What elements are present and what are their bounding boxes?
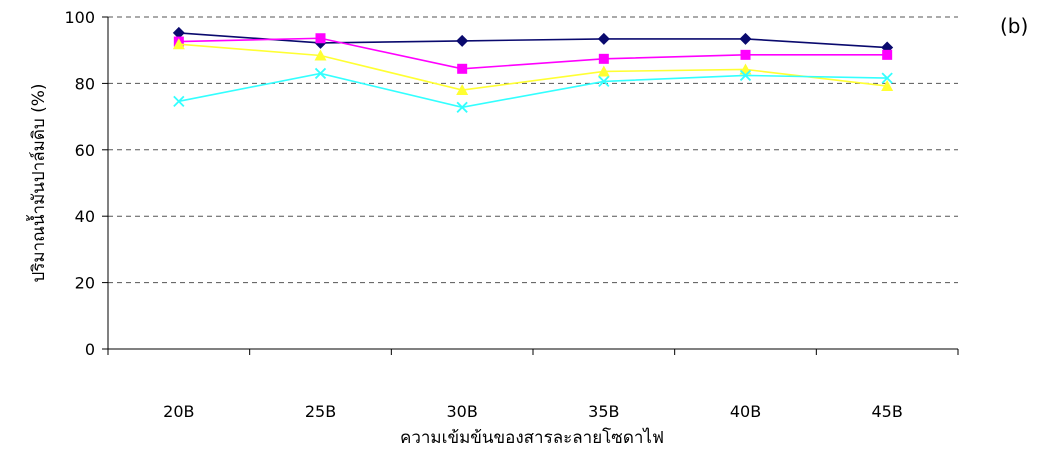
x-tick-labels: 20B 25B 30B 35B 40B 45B: [163, 402, 903, 421]
series-3-point-35B: [597, 65, 610, 77]
series-3: [172, 38, 894, 96]
series-4-point-45B: [881, 72, 893, 84]
series-3-point-20B: [172, 38, 185, 50]
panel-label: (b): [1000, 14, 1028, 38]
x-tick-label-30B: 30B: [446, 402, 477, 421]
x-axis-title: ความเข้มข้นของสารละลายโซดาไฟ: [400, 427, 664, 448]
gridlines: [108, 16, 958, 284]
series-2-point-35B: [598, 53, 609, 64]
x-tick-label-20B: 20B: [163, 402, 194, 421]
series-3-point-45B: [881, 80, 894, 92]
series-1: [172, 26, 894, 54]
y-axis-title: ปริมาณน้ำมันปาล์มดิบ (%): [26, 83, 49, 282]
series-2-point-40B: [740, 49, 751, 60]
series-4-point-40B: [739, 69, 752, 82]
y-tick-label-80: 80: [75, 74, 95, 93]
series-2-point-45B: [882, 49, 893, 60]
series-1-point-40B: [739, 32, 752, 45]
x-tick-label-40B: 40B: [730, 402, 761, 421]
y-tick-label-20: 20: [75, 274, 95, 293]
series-3-point-30B: [456, 84, 469, 96]
series-1-point-35B: [597, 32, 610, 45]
series-4: [173, 67, 893, 113]
series-2-point-25B: [315, 33, 326, 44]
y-tick-label-100: 100: [64, 8, 95, 27]
axes: [102, 16, 959, 355]
series-3-line: [178, 43, 888, 91]
y-tick-label-40: 40: [75, 207, 95, 226]
series-1-point-30B: [456, 34, 469, 47]
series-3-point-25B: [314, 49, 327, 61]
series-4-line: [178, 72, 888, 109]
y-tick-label-0: 0: [85, 340, 95, 359]
y-tick-labels: 0 20 40 60 80 100: [64, 8, 95, 359]
series-2-point-30B: [457, 63, 468, 74]
x-tick-label-35B: 35B: [588, 402, 619, 421]
series-1-point-20B: [172, 26, 185, 39]
series-1-line: [178, 32, 888, 49]
x-tick-label-45B: 45B: [871, 402, 902, 421]
series-4-point-25B: [314, 67, 327, 80]
series-group: [172, 26, 894, 113]
series-4-point-20B: [173, 95, 185, 107]
x-tick-label-25B: 25B: [305, 402, 336, 421]
series-4-point-35B: [598, 75, 610, 88]
series-2-line: [178, 37, 888, 70]
y-tick-label-60: 60: [75, 141, 95, 160]
series-4-point-30B: [456, 101, 468, 113]
